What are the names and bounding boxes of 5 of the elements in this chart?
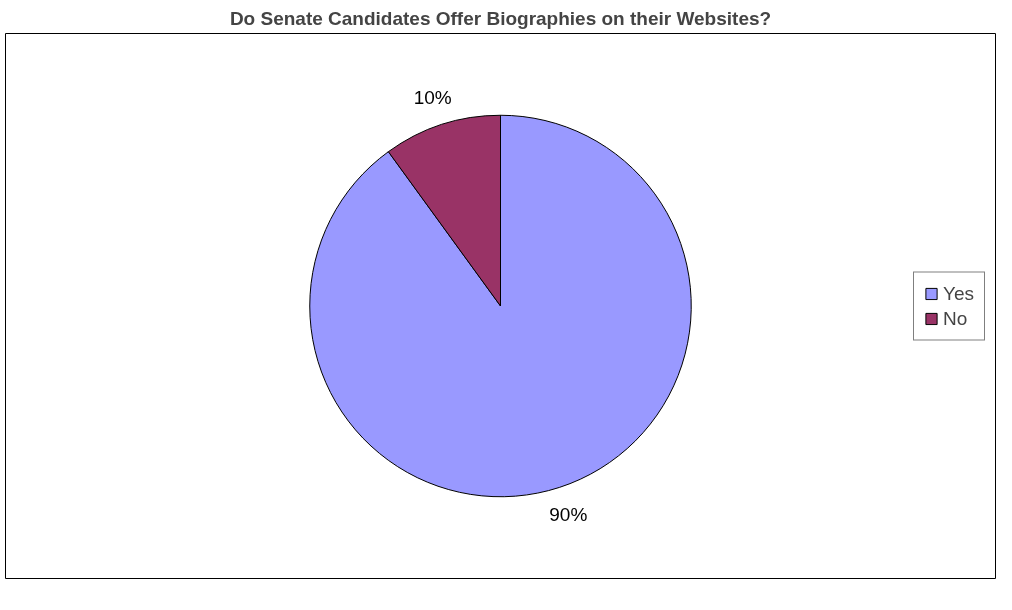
legend-label: Yes — [943, 282, 974, 304]
data-label: 10% — [413, 86, 452, 108]
data-label: 90% — [549, 504, 588, 526]
chart-title: Do Senate Candidates Offer Biographies on their Websites? — [229, 7, 772, 29]
legend-label: No — [943, 307, 968, 329]
